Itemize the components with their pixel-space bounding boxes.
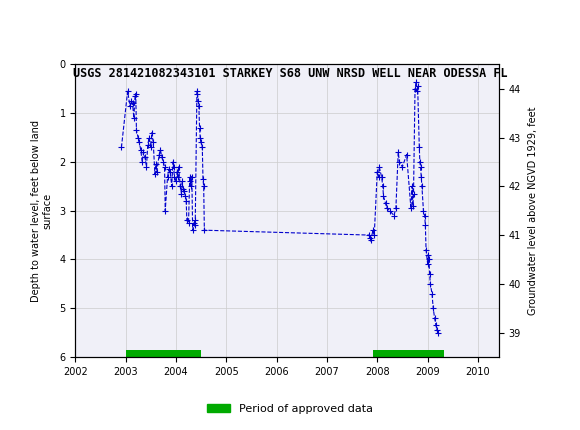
Y-axis label: Groundwater level above NGVD 1929, feet: Groundwater level above NGVD 1929, feet [528,107,538,315]
Text: ▒USGS: ▒USGS [12,15,70,37]
Bar [126,350,201,357]
Legend: Period of approved data: Period of approved data [203,399,377,418]
Y-axis label: Depth to water level, feet below land
surface: Depth to water level, feet below land su… [31,120,52,302]
Text: USGS 281421082343101 STARKEY S68 UNW NRSD WELL NEAR ODESSA FL: USGS 281421082343101 STARKEY S68 UNW NRS… [72,67,508,80]
Bar [373,350,444,357]
